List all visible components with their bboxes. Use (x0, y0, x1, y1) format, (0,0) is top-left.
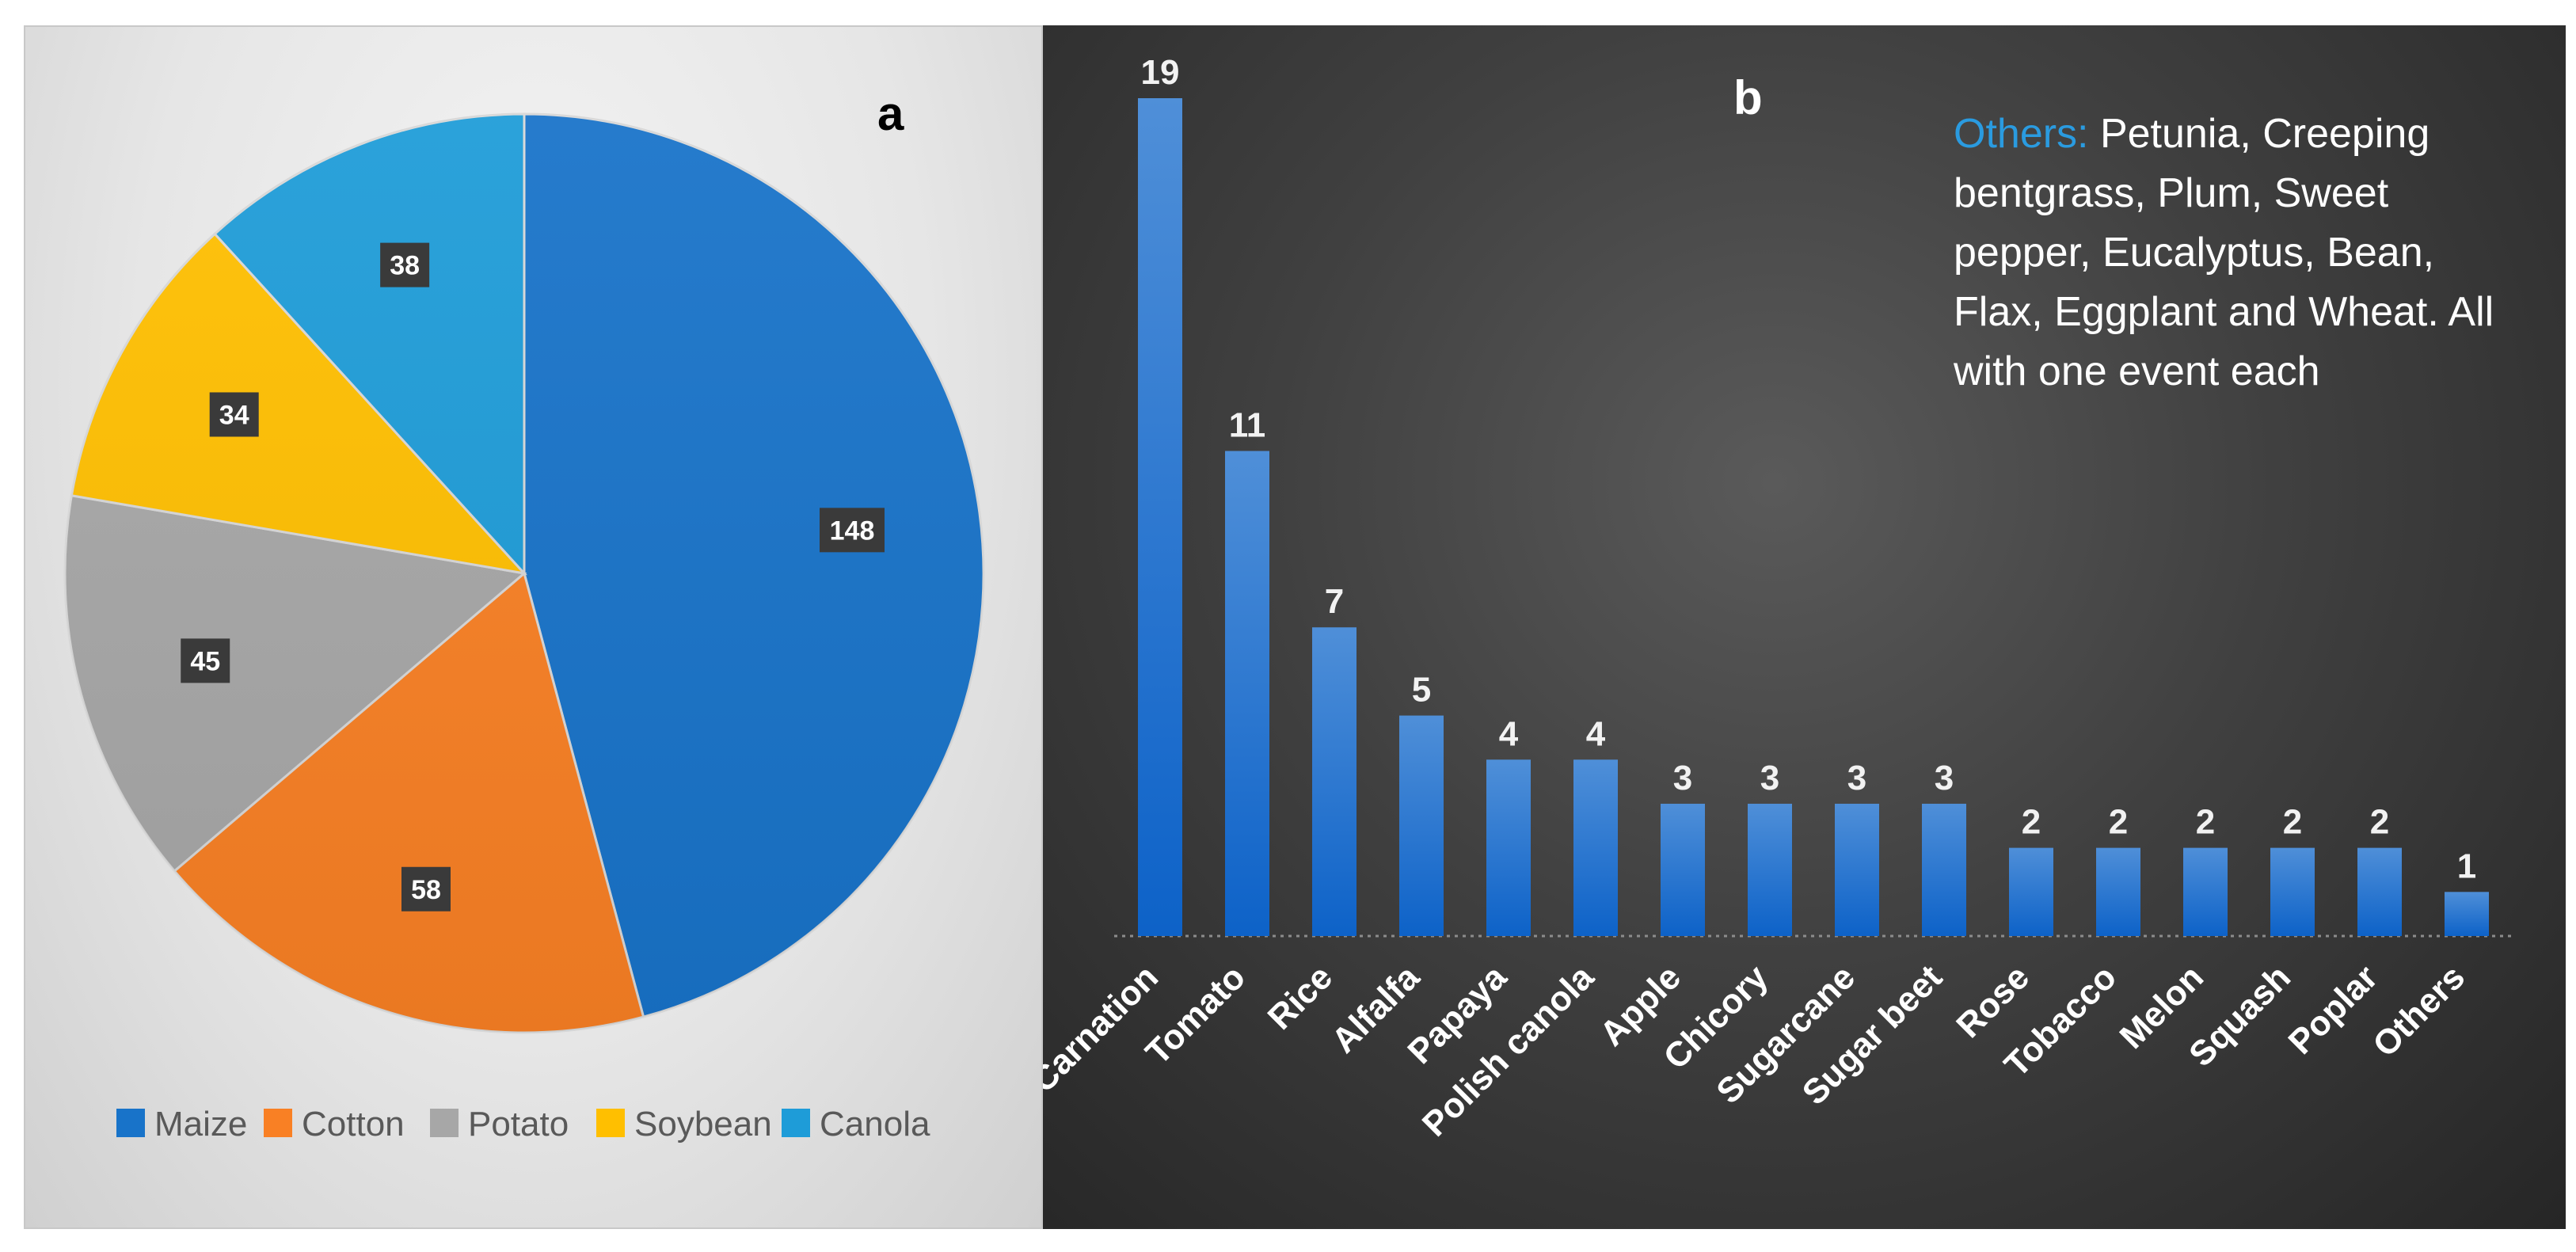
bar-value-tomato: 11 (1229, 405, 1266, 444)
legend-swatch-maize (116, 1109, 145, 1137)
others-annotation: Others: Petunia, Creeping bentgrass, Plu… (1954, 105, 2524, 401)
pie-label-bg-soybean (209, 392, 259, 437)
pie-chart: 148 58 45 34 38 a Maize Cotton Potato Soybean Ca… (63, 87, 985, 1144)
bar-value-sugar-beet: 3 (1935, 759, 1954, 797)
bar-value-sugarcane: 3 (1847, 759, 1866, 797)
legend-swatch-cotton (264, 1109, 292, 1137)
legend-label-canola: Canola (820, 1105, 930, 1144)
bar-tomato (1225, 451, 1269, 936)
panel-label-b: b (1733, 71, 1763, 124)
bar-alfalfa (1399, 715, 1444, 936)
bar-value-alfalfa: 5 (1412, 671, 1431, 710)
pie-label-maize: 148 (830, 516, 875, 546)
legend-swatch-canola (782, 1109, 810, 1137)
category-label-rice: Rice (1261, 957, 1340, 1037)
others-annotation-heading: Others: (1954, 111, 2089, 157)
bar-sugarcane (1835, 803, 1879, 936)
bar-chicory (1748, 803, 1792, 936)
bar-value-melon: 2 (2196, 803, 2215, 842)
bar-squash (2270, 847, 2315, 936)
category-label-carnation: Carnation (1043, 957, 1166, 1100)
bar-papaya (1486, 759, 1531, 936)
bar-rice (1312, 627, 1356, 936)
bar-value-polish-canola: 4 (1586, 714, 1606, 753)
bar-poplar (2357, 847, 2402, 936)
pie-label-bg-cotton (401, 866, 451, 911)
bar-value-tobacco: 2 (2109, 803, 2128, 842)
bar-tobacco (2096, 847, 2140, 936)
bar-melon (2183, 847, 2228, 936)
others-annotation-text: Petunia, Creeping bentgrass, Plum, Sweet… (1954, 111, 2494, 394)
pie-label-potato: 45 (190, 646, 220, 676)
bar-apple (1661, 803, 1705, 936)
bar-value-chicory: 3 (1760, 759, 1779, 797)
legend-label-maize: Maize (154, 1105, 247, 1144)
bar-others (2445, 892, 2489, 936)
pie-label-cotton: 58 (411, 875, 441, 905)
bar-value-papaya: 4 (1499, 714, 1519, 753)
pie-legend: Maize Cotton Potato Soybean Canola (116, 1105, 930, 1144)
legend-swatch-soybean (596, 1109, 625, 1137)
bar-sugar-beet (1922, 803, 1966, 936)
pie-label-bg-potato (181, 638, 230, 683)
category-label-poplar: Poplar (2281, 957, 2385, 1061)
bar-value-rose: 2 (2022, 803, 2041, 842)
bar-value-rice: 7 (1325, 582, 1344, 621)
pie-chart-panel: 148 58 45 34 38 a Maize Cotton Potato Soybean Ca… (24, 25, 1043, 1229)
pie-label-bg-canola (380, 242, 430, 287)
bar-value-carnation: 19 (1141, 53, 1180, 92)
pie-label-soybean: 34 (219, 400, 249, 430)
bar-rose (2009, 847, 2053, 936)
panel-label-a: a (877, 87, 904, 140)
bar-value-poplar: 2 (2370, 803, 2389, 842)
pie-label-canola: 38 (390, 251, 420, 281)
bar-value-apple: 3 (1673, 759, 1692, 797)
legend-label-cotton: Cotton (302, 1105, 405, 1144)
bar-value-squash: 2 (2283, 803, 2302, 842)
legend-label-soybean: Soybean (634, 1105, 772, 1144)
bar-carnation (1138, 98, 1182, 936)
bar-value-others: 1 (2457, 847, 2476, 885)
category-label-others: Others (2365, 957, 2472, 1064)
pie-label-bg-maize (820, 508, 885, 553)
legend-swatch-potato (430, 1109, 459, 1137)
bar-polish-canola (1573, 759, 1618, 936)
legend-label-potato: Potato (468, 1105, 569, 1144)
bar-chart-panel: b 19 11 7 5 4 4 3 3 3 3 2 2 2 2 2 1 Carnation Tomato Rice… (1043, 25, 2566, 1229)
